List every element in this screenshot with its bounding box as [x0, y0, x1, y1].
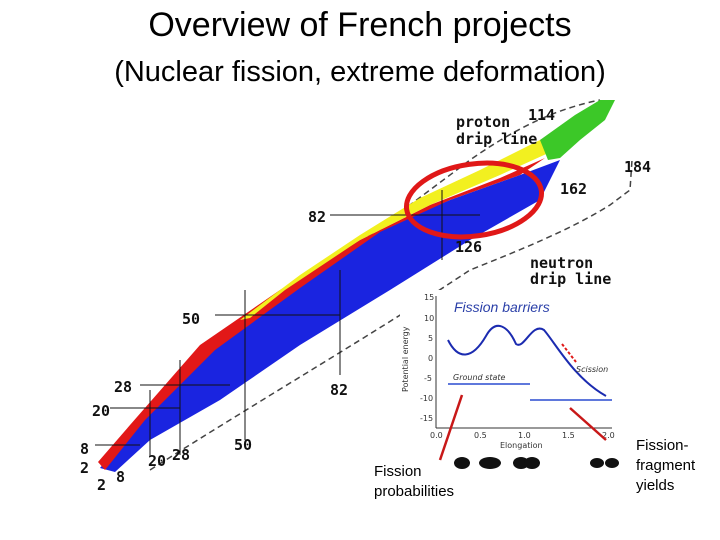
magic-n2-label: 2 [97, 476, 106, 494]
band-yellow [240, 120, 575, 320]
proton-drip-line-label-2: drip line [456, 130, 537, 148]
magic-n20-label: 20 [148, 452, 166, 470]
inset-ytick-5: -10 [420, 394, 433, 403]
magic-162-label: 162 [560, 180, 587, 198]
fission-barrier-inset: 15 10 5 0 -5 -10 -15 0.0 0.5 1.0 1.5 2.0… [400, 290, 624, 450]
inset-ytick-0: 15 [424, 293, 434, 302]
magic-p2-label: 2 [80, 459, 89, 477]
inset-xtick-1: 0.5 [474, 431, 487, 440]
neutron-drip-line [149, 159, 633, 471]
superheavy-highlight-circle [403, 160, 545, 240]
probabilities-arrow [438, 394, 464, 461]
magic-p82-label: 82 [308, 208, 326, 226]
shape-split-left [590, 458, 604, 468]
magic-126-label: 126 [455, 238, 482, 256]
magic-p20-label: 20 [92, 402, 110, 420]
shape-elongated [479, 457, 501, 469]
page-title: Overview of French projects [148, 6, 572, 44]
band-green [540, 100, 615, 160]
fission-fragment-yields-label: Fission- fragment yields [636, 437, 696, 494]
shape-necked-left [513, 457, 529, 469]
potential-energy-curve [447, 324, 607, 397]
inset-ylabel: Potential energy [401, 326, 410, 392]
proton-drip-line-label-1: proton [456, 113, 510, 131]
inset-xtick-3: 1.5 [562, 431, 575, 440]
neutron-drip-line-label-2: drip line [530, 270, 611, 288]
inset-ytick-6: -15 [420, 414, 433, 423]
magic-p50-label: 50 [182, 310, 200, 328]
magic-p8-label: 8 [80, 440, 89, 458]
magic-n82-label: 82 [330, 381, 348, 399]
shape-compact [454, 457, 470, 469]
fission-shape-sequence [454, 457, 619, 469]
inset-ytick-4: -5 [424, 374, 432, 383]
fission-probabilities-label: Fission probabilities [374, 463, 455, 500]
magic-184-label: 184 [624, 158, 651, 176]
shape-split-right [605, 458, 619, 468]
inset-xlabel: Elongation [500, 441, 543, 450]
inset-ytick-2: 5 [428, 334, 433, 343]
magic-n8-label: 8 [116, 468, 125, 486]
inset-xtick-2: 1.0 [518, 431, 531, 440]
inset-xtick-0: 0.0 [430, 431, 443, 440]
inset-xtick-4: 2.0 [602, 431, 615, 440]
scission-label: Scission [576, 365, 608, 374]
magic-n50-label: 50 [234, 436, 252, 454]
inset-ytick-3: 0 [428, 354, 433, 363]
magic-p28-label: 28 [114, 378, 132, 396]
ground-state-label: Ground state [453, 373, 505, 382]
page-subtitle: (Nuclear fission, extreme deformation) [114, 56, 606, 88]
neutron-drip-line-label-1: neutron [530, 254, 593, 272]
fission-barriers-title: Fission barriers [454, 299, 550, 315]
magic-114-label: 114 [528, 106, 555, 124]
shape-necked-right [524, 457, 540, 469]
inset-ytick-1: 10 [424, 314, 434, 323]
yields-arrow [569, 407, 607, 441]
magic-n28-label: 28 [172, 446, 190, 464]
